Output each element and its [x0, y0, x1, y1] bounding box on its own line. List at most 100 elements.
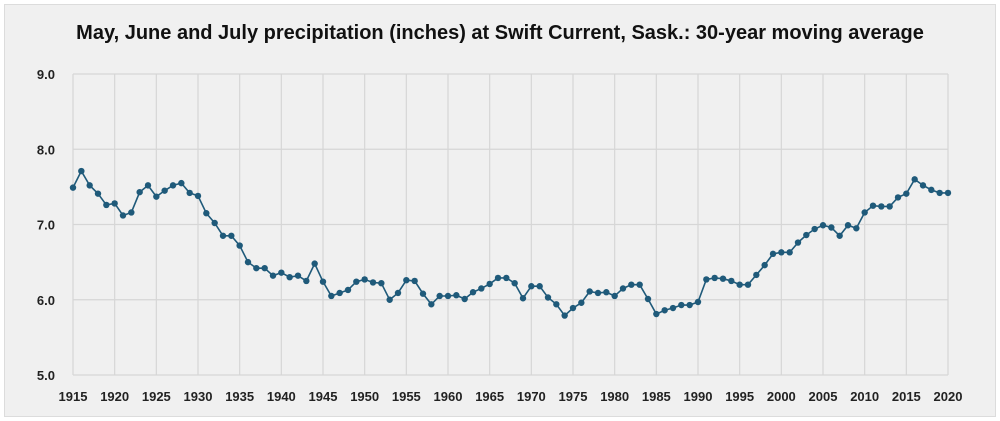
data-point	[853, 225, 860, 232]
data-point	[378, 279, 385, 287]
data-point	[903, 190, 910, 197]
x-tick-label: 1945	[309, 389, 338, 404]
data-point	[444, 292, 452, 300]
data-point	[944, 189, 952, 197]
data-point	[553, 301, 560, 308]
x-tick-label: 1985	[642, 389, 671, 404]
data-point	[336, 289, 343, 297]
data-point	[836, 232, 843, 239]
x-tick-label: 1980	[600, 389, 629, 404]
x-tick-label: 1975	[559, 389, 588, 404]
y-tick-label: 7.0	[37, 218, 55, 233]
data-point	[278, 269, 285, 276]
data-point	[936, 189, 943, 197]
data-point	[486, 280, 493, 288]
data-point	[236, 242, 243, 249]
x-tick-label: 2005	[809, 389, 838, 404]
data-point	[786, 249, 793, 256]
x-tick-label: 1935	[225, 389, 254, 404]
x-tick-label: 1995	[725, 389, 754, 404]
data-point	[869, 202, 877, 209]
data-point	[561, 312, 568, 319]
data-point	[344, 286, 352, 294]
data-point	[403, 276, 410, 284]
data-point	[928, 186, 935, 194]
data-point	[269, 272, 277, 279]
data-point	[861, 209, 868, 216]
data-point	[178, 179, 185, 187]
data-point	[253, 264, 260, 272]
data-point	[611, 292, 618, 300]
data-point	[136, 188, 143, 196]
data-point	[311, 260, 318, 267]
data-point	[619, 285, 627, 292]
data-point	[186, 189, 193, 197]
x-tick-label: 1920	[100, 389, 129, 404]
y-tick-label: 5.0	[37, 368, 55, 383]
data-point	[303, 277, 310, 285]
x-tick-label: 1960	[434, 389, 463, 404]
data-point	[678, 301, 685, 309]
series-line	[72, 169, 948, 317]
data-point	[736, 281, 743, 288]
x-tick-label: 2015	[892, 389, 921, 404]
data-point	[153, 193, 160, 200]
chart-background	[4, 4, 996, 417]
y-tick-label: 8.0	[37, 142, 55, 157]
data-point	[586, 288, 593, 295]
data-point	[578, 299, 585, 306]
data-point	[653, 310, 660, 318]
data-point	[411, 277, 418, 285]
data-point	[478, 285, 485, 292]
data-point	[886, 203, 893, 210]
data-point	[528, 283, 535, 290]
data-point	[594, 289, 602, 297]
data-point	[744, 281, 752, 288]
data-point	[494, 274, 502, 282]
data-point	[469, 289, 477, 296]
y-tick-label: 9.0	[37, 67, 55, 82]
data-point	[161, 187, 168, 194]
data-point	[503, 274, 510, 282]
data-point	[353, 278, 360, 285]
data-point	[728, 277, 735, 285]
data-point	[811, 225, 818, 233]
data-point	[703, 276, 710, 283]
data-point	[794, 239, 802, 246]
data-point	[194, 192, 202, 200]
data-point	[86, 182, 93, 189]
data-point	[436, 292, 443, 300]
data-point	[819, 222, 827, 229]
x-tick-label: 1950	[350, 389, 379, 404]
data-point	[369, 279, 377, 286]
data-point	[828, 224, 835, 231]
data-point	[211, 219, 218, 227]
data-point	[536, 283, 543, 290]
data-point	[544, 294, 552, 301]
data-point	[711, 274, 718, 282]
data-point	[361, 276, 368, 283]
x-tick-label: 1940	[267, 389, 296, 404]
data-point	[603, 289, 610, 296]
data-point	[128, 209, 135, 216]
data-point	[244, 258, 252, 266]
data-point	[286, 273, 293, 281]
data-point	[78, 167, 85, 175]
data-point	[319, 278, 327, 285]
x-tick-label: 2000	[767, 389, 796, 404]
data-point	[261, 264, 268, 272]
x-tick-label: 1925	[142, 389, 171, 404]
data-point	[219, 232, 227, 239]
data-point	[878, 203, 885, 210]
data-point	[911, 176, 918, 183]
data-point	[461, 295, 468, 303]
x-tick-label: 1930	[184, 389, 213, 404]
data-point	[661, 307, 668, 314]
data-point	[919, 182, 927, 189]
x-tick-label: 1990	[684, 389, 713, 404]
chart-title: May, June and July precipitation (inches…	[76, 22, 924, 44]
data-point	[669, 304, 677, 312]
y-tick-label: 6.0	[37, 293, 55, 308]
x-tick-label: 1955	[392, 389, 421, 404]
